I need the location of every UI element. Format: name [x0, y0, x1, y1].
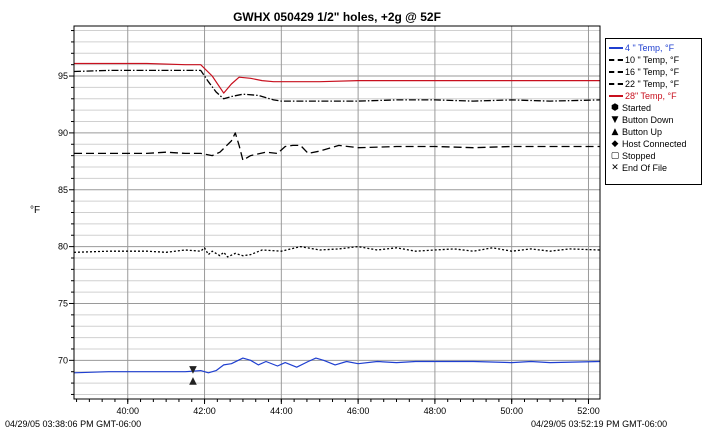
legend-event-icon: ▼ — [611, 115, 619, 125]
legend-label: 22 " Temp, °F — [625, 79, 680, 89]
series-line-4 — [74, 62, 600, 94]
end-timestamp: 04/29/05 03:52:19 PM GMT-06:00 — [531, 419, 668, 429]
legend-swatch — [609, 71, 623, 73]
legend-event-icon: ✕ — [611, 163, 619, 173]
legend-label: 4 " Temp, °F — [625, 43, 675, 53]
legend-label: Host Connected — [622, 139, 687, 149]
legend-item-series-0: 4 " Temp, °F — [609, 42, 699, 54]
x-tick-label: 48:00 — [424, 406, 447, 416]
legend-swatch — [609, 95, 623, 97]
y-tick-label: 80 — [58, 242, 68, 252]
event-marker-button-down: ▼ — [189, 364, 197, 375]
legend-item-event-1: ▼ Button Down — [609, 114, 699, 126]
legend-item-series-1: 10 " Temp, °F — [609, 54, 699, 66]
y-tick-label: 95 — [58, 71, 68, 81]
legend-label: 28" Temp, °F — [625, 91, 677, 101]
legend-label: Button Down — [622, 115, 674, 125]
x-tick-label: 50:00 — [500, 406, 523, 416]
legend-swatch — [609, 47, 623, 49]
legend-swatch — [609, 59, 623, 61]
legend-item-series-4: 28" Temp, °F — [609, 90, 699, 102]
legend-item-event-3: ◆ Host Connected — [609, 138, 699, 150]
legend-label: End Of File — [622, 163, 668, 173]
legend-label: 16 " Temp, °F — [625, 67, 680, 77]
y-tick-label: 85 — [58, 185, 68, 195]
start-timestamp: 04/29/05 03:38:06 PM GMT-06:00 — [5, 419, 142, 429]
legend-swatch — [609, 83, 623, 85]
legend-event-icon: ▢ — [610, 151, 620, 161]
legend-label: Stopped — [622, 151, 656, 161]
legend-label: 10 " Temp, °F — [625, 55, 680, 65]
y-tick-label: 70 — [58, 355, 68, 365]
plot-frame — [73, 25, 601, 400]
series-line-1 — [73, 245, 601, 258]
y-tick-label: 75 — [58, 298, 68, 308]
chart-title: GWHX 050429 1/2" holes, +2g @ 52F — [233, 10, 441, 24]
legend: 4 " Temp, °F 10 " Temp, °F 16 " Temp, °F 22… — [605, 38, 702, 185]
x-tick-label: 52:00 — [577, 406, 600, 416]
legend-event-icon: ◆ — [611, 139, 619, 149]
legend-item-series-2: 16 " Temp, °F — [609, 66, 699, 78]
y-tick-label: 90 — [58, 128, 68, 138]
legend-item-event-2: ▲ Button Up — [609, 126, 699, 138]
y-axis-label: °F — [30, 205, 40, 216]
series-line-3 — [73, 69, 601, 102]
x-tick-label: 46:00 — [347, 406, 370, 416]
legend-event-icon: ⬢ — [611, 103, 619, 113]
x-tick-label: 44:00 — [270, 406, 293, 416]
legend-item-series-3: 22 " Temp, °F — [609, 78, 699, 90]
legend-label: Button Up — [622, 127, 663, 137]
event-marker-button-up: ▲ — [189, 376, 197, 387]
legend-event-icon: ▲ — [611, 127, 619, 137]
legend-item-event-5: ✕ End Of File — [609, 162, 699, 174]
legend-item-event-0: ⬢ Started — [609, 102, 699, 114]
legend-item-event-4: ▢ Stopped — [609, 150, 699, 162]
series-line-0 — [73, 357, 601, 374]
series-line-2 — [74, 132, 600, 161]
legend-label: Started — [622, 103, 652, 113]
x-tick-label: 42:00 — [193, 406, 216, 416]
x-tick-label: 40:00 — [116, 406, 139, 416]
